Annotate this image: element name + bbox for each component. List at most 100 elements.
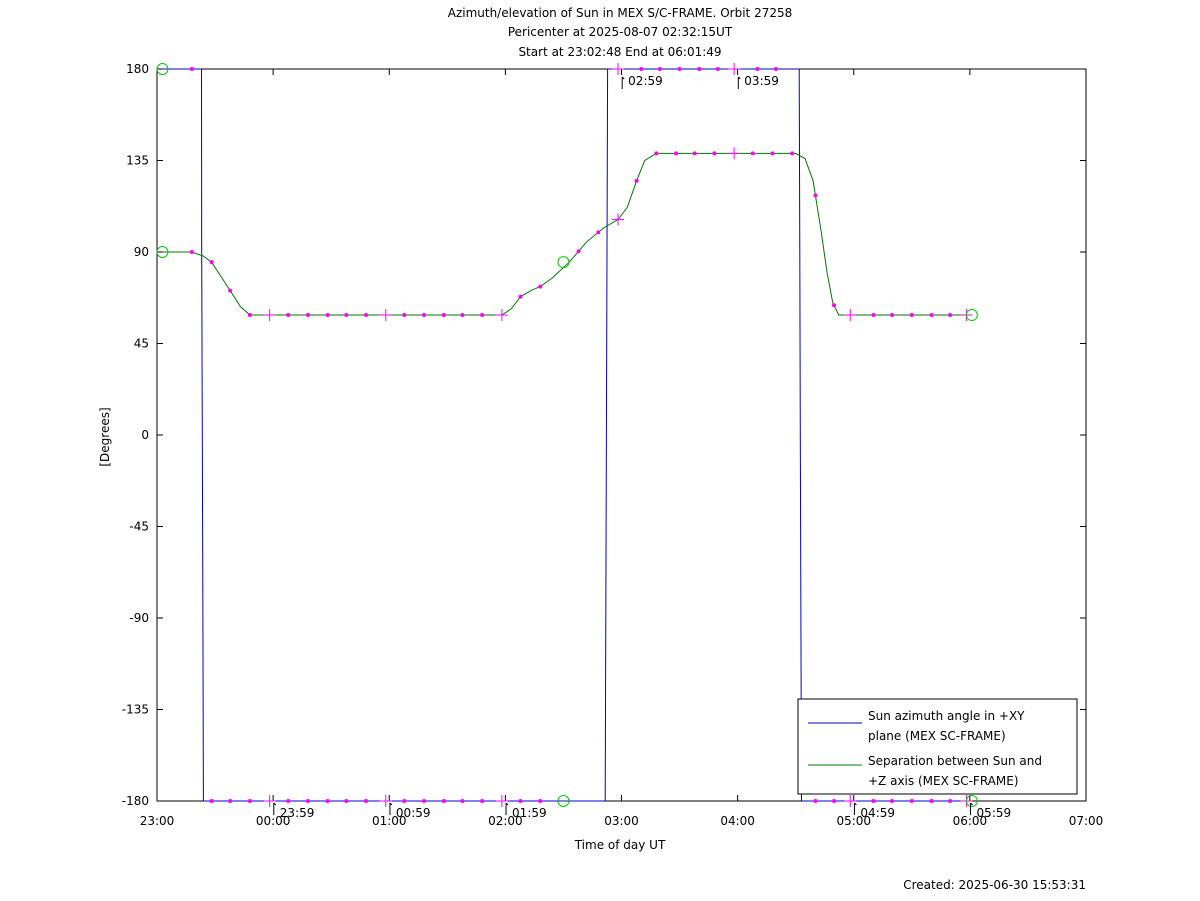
data-point: [460, 799, 465, 803]
y-tick-label: 45: [134, 337, 149, 351]
data-point: [813, 799, 818, 803]
data-point: [948, 799, 953, 803]
data-point: [286, 799, 291, 803]
series-separation-line: [162, 152, 972, 316]
data-point: [518, 294, 523, 299]
data-point: [460, 313, 465, 318]
y-tick-label: -90: [129, 611, 149, 625]
time-annotation: 05:59: [970, 802, 1011, 820]
endpoint-circle: [965, 309, 978, 322]
data-point: [715, 67, 720, 71]
y-tick-label: 0: [141, 428, 149, 442]
annotation-hook: [854, 802, 857, 806]
data-point: [654, 151, 659, 156]
data-point: [325, 799, 330, 803]
data-point: [576, 249, 581, 254]
y-tick-label: -135: [122, 703, 149, 717]
data-point: [596, 230, 601, 235]
data-point: [441, 313, 446, 318]
data-point: [750, 151, 755, 156]
data-point: [189, 250, 194, 254]
legend: Sun azimuth angle in +XY plane (MEX SC-F…: [797, 698, 1078, 795]
data-point: [480, 799, 485, 803]
endpoint-circle: [557, 795, 570, 807]
time-annotation: 00:59: [389, 802, 431, 820]
time-annotation: 02:59: [621, 74, 663, 89]
data-point: [712, 151, 717, 156]
x-tick-label: 06:00: [953, 814, 988, 828]
data-point: [832, 799, 837, 803]
time-annotation: 01:59: [505, 802, 547, 820]
data-point: [657, 67, 662, 71]
x-tick-label: 03:00: [604, 814, 639, 828]
data-point: [305, 313, 310, 318]
data-point: [929, 799, 934, 803]
annotation-label: 01:59: [512, 806, 547, 820]
data-point: [344, 799, 349, 803]
data-point: [209, 260, 214, 265]
data-point: [697, 67, 702, 71]
endpoint-circle: [156, 246, 169, 258]
data-point: [228, 799, 233, 803]
series-layer: [156, 63, 978, 807]
data-point: [813, 193, 818, 198]
data-point: [790, 151, 795, 156]
y-tick-label: -45: [129, 520, 149, 534]
chart-title: Azimuth/elevation of Sun in MEX S/C-FRAM…: [448, 6, 793, 59]
y-axis-label: [Degrees]: [98, 407, 112, 466]
time-annotation: 23:59: [273, 802, 315, 820]
endpoint-circle: [965, 795, 978, 807]
annotation-hook: [389, 802, 393, 806]
data-point: [325, 313, 330, 318]
x-tick-label: 02:00: [488, 814, 523, 828]
data-point: [948, 313, 953, 318]
data-point: [228, 288, 233, 293]
data-point: [422, 799, 427, 803]
time-annotations: 23:59 00:59 01:59 02:59 03:59 04:59 05:59: [273, 74, 1011, 820]
title-line-1: Azimuth/elevation of Sun in MEX S/C-FRAM…: [448, 6, 793, 20]
x-axis-ticks: 23:00 00:00 01:00 02:00 03:00 04:00 05:00 06:00…: [140, 69, 1104, 828]
data-point: [402, 313, 407, 318]
data-point: [832, 303, 837, 308]
annotation-hook: [273, 802, 277, 806]
y-tick-label: 90: [134, 245, 149, 259]
x-tick-label: 07:00: [1069, 814, 1104, 828]
x-tick-label: 05:00: [836, 814, 871, 828]
title-line-3: Start at 23:02:48 End at 06:01:49: [518, 45, 721, 59]
data-point: [909, 799, 914, 803]
annotation-label: 00:59: [396, 806, 431, 820]
data-point: [634, 178, 639, 183]
y-tick-label: 180: [126, 62, 149, 76]
series-separation: [162, 147, 973, 322]
data-point: [538, 284, 543, 289]
data-point: [871, 799, 876, 803]
legend-label-azimuth-line-1: Sun azimuth angle in +XY: [868, 709, 1025, 723]
annotation-hook: [621, 76, 625, 80]
time-annotation: 03:59: [737, 74, 779, 89]
data-point: [677, 67, 682, 71]
data-point: [639, 67, 644, 71]
annotation-label: 23:59: [280, 806, 315, 820]
data-point: [871, 313, 876, 318]
created-footer: Created: 2025-06-30 15:53:31: [903, 878, 1086, 892]
title-line-2: Pericenter at 2025-08-07 02:32:15UT: [508, 25, 733, 39]
series-azimuth: [162, 63, 973, 807]
time-annotation: 04:59: [853, 802, 895, 820]
plot-area: [156, 68, 1087, 802]
data-point: [422, 313, 427, 318]
data-point: [770, 151, 775, 156]
data-point: [909, 313, 914, 318]
y-axis-ticks: 180 135 90 45 0 -45 -90 -135 -180: [122, 62, 1086, 808]
data-point: [518, 799, 523, 803]
data-point: [209, 799, 214, 803]
annotation-hook: [505, 802, 509, 806]
annotation-hook: [737, 76, 741, 80]
data-point: [247, 799, 252, 803]
data-point: [364, 313, 369, 318]
endpoint-circle: [557, 256, 570, 269]
data-point: [402, 799, 407, 803]
annotation-label: 04:59: [860, 806, 895, 820]
data-point: [189, 67, 194, 71]
x-axis-label: Time of day UT: [574, 838, 666, 852]
